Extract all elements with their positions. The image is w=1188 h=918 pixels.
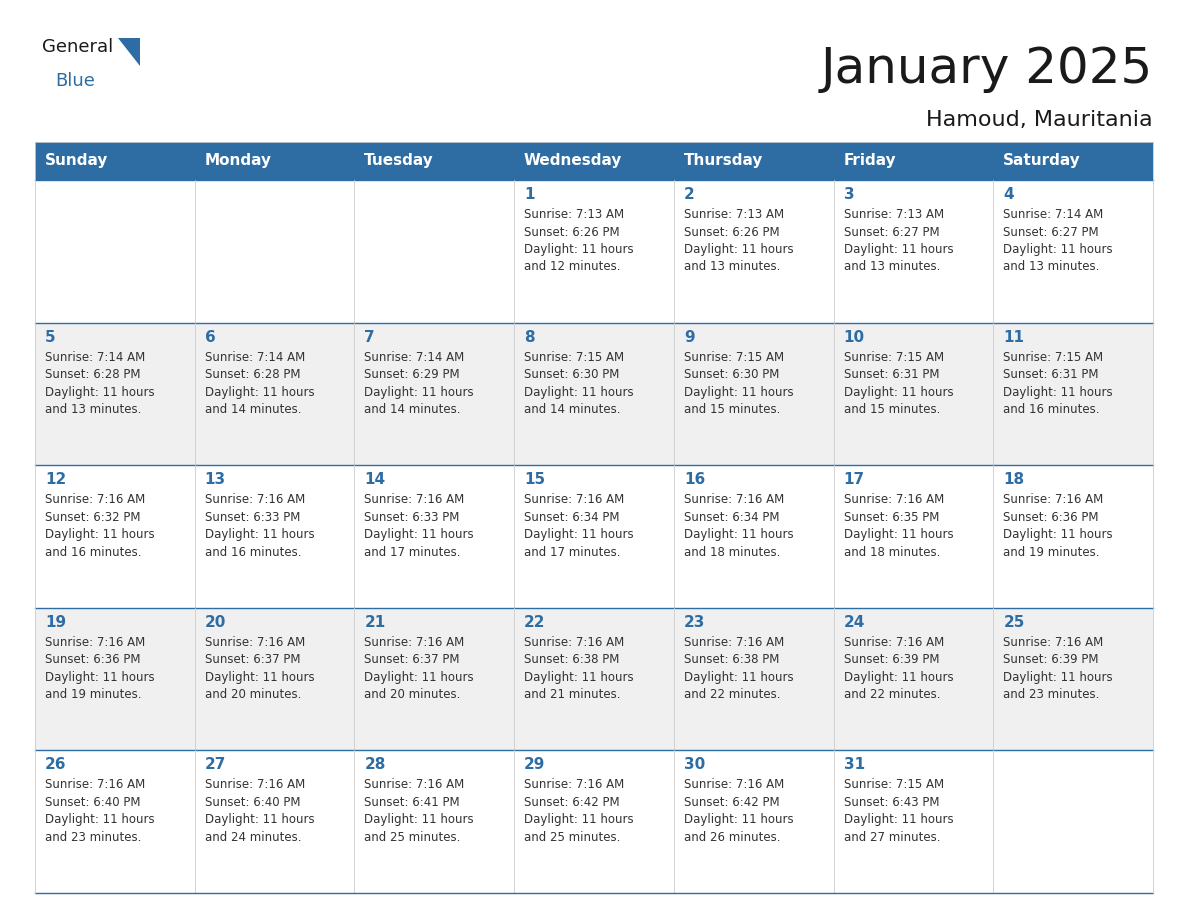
Text: Sunrise: 7:14 AM
Sunset: 6:27 PM
Daylight: 11 hours
and 13 minutes.: Sunrise: 7:14 AM Sunset: 6:27 PM Dayligh… [1004,208,1113,274]
Text: Friday: Friday [843,153,896,169]
Text: Saturday: Saturday [1003,153,1081,169]
Text: 26: 26 [45,757,67,772]
Text: 7: 7 [365,330,375,344]
Text: 11: 11 [1004,330,1024,344]
Text: Sunrise: 7:16 AM
Sunset: 6:41 PM
Daylight: 11 hours
and 25 minutes.: Sunrise: 7:16 AM Sunset: 6:41 PM Dayligh… [365,778,474,844]
Bar [834,142,993,180]
Text: 12: 12 [45,472,67,487]
Text: Sunrise: 7:13 AM
Sunset: 6:26 PM
Daylight: 11 hours
and 13 minutes.: Sunrise: 7:13 AM Sunset: 6:26 PM Dayligh… [684,208,794,274]
Text: 21: 21 [365,615,386,630]
Polygon shape [118,38,140,66]
Text: 18: 18 [1004,472,1024,487]
Text: 31: 31 [843,757,865,772]
Bar [514,142,674,180]
Text: Sunday: Sunday [45,153,108,169]
Text: 2: 2 [684,187,695,202]
Text: 24: 24 [843,615,865,630]
Text: Sunrise: 7:16 AM
Sunset: 6:34 PM
Daylight: 11 hours
and 17 minutes.: Sunrise: 7:16 AM Sunset: 6:34 PM Dayligh… [524,493,633,559]
Text: Sunrise: 7:16 AM
Sunset: 6:42 PM
Daylight: 11 hours
and 25 minutes.: Sunrise: 7:16 AM Sunset: 6:42 PM Dayligh… [524,778,633,844]
Text: Sunrise: 7:16 AM
Sunset: 6:37 PM
Daylight: 11 hours
and 20 minutes.: Sunrise: 7:16 AM Sunset: 6:37 PM Dayligh… [365,636,474,701]
Text: 23: 23 [684,615,706,630]
Text: Sunrise: 7:16 AM
Sunset: 6:36 PM
Daylight: 11 hours
and 19 minutes.: Sunrise: 7:16 AM Sunset: 6:36 PM Dayligh… [1004,493,1113,559]
Text: Sunrise: 7:16 AM
Sunset: 6:39 PM
Daylight: 11 hours
and 22 minutes.: Sunrise: 7:16 AM Sunset: 6:39 PM Dayligh… [843,636,953,701]
Text: 25: 25 [1004,615,1025,630]
Text: Sunrise: 7:16 AM
Sunset: 6:42 PM
Daylight: 11 hours
and 26 minutes.: Sunrise: 7:16 AM Sunset: 6:42 PM Dayligh… [684,778,794,844]
Text: 6: 6 [204,330,215,344]
Bar [34,322,1154,465]
Text: 15: 15 [524,472,545,487]
Text: Sunrise: 7:16 AM
Sunset: 6:35 PM
Daylight: 11 hours
and 18 minutes.: Sunrise: 7:16 AM Sunset: 6:35 PM Dayligh… [843,493,953,559]
Text: Sunrise: 7:15 AM
Sunset: 6:30 PM
Daylight: 11 hours
and 14 minutes.: Sunrise: 7:15 AM Sunset: 6:30 PM Dayligh… [524,351,633,416]
Text: Sunrise: 7:16 AM
Sunset: 6:40 PM
Daylight: 11 hours
and 24 minutes.: Sunrise: 7:16 AM Sunset: 6:40 PM Dayligh… [204,778,315,844]
Text: Sunrise: 7:15 AM
Sunset: 6:31 PM
Daylight: 11 hours
and 16 minutes.: Sunrise: 7:15 AM Sunset: 6:31 PM Dayligh… [1004,351,1113,416]
Bar [34,608,1154,750]
Bar [993,142,1154,180]
Text: 1: 1 [524,187,535,202]
Text: Sunrise: 7:13 AM
Sunset: 6:26 PM
Daylight: 11 hours
and 12 minutes.: Sunrise: 7:13 AM Sunset: 6:26 PM Dayligh… [524,208,633,274]
Text: Sunrise: 7:16 AM
Sunset: 6:33 PM
Daylight: 11 hours
and 17 minutes.: Sunrise: 7:16 AM Sunset: 6:33 PM Dayligh… [365,493,474,559]
Bar [34,180,1154,322]
Text: Sunrise: 7:16 AM
Sunset: 6:37 PM
Daylight: 11 hours
and 20 minutes.: Sunrise: 7:16 AM Sunset: 6:37 PM Dayligh… [204,636,315,701]
Text: 28: 28 [365,757,386,772]
Text: 14: 14 [365,472,386,487]
Text: 5: 5 [45,330,56,344]
Text: Sunrise: 7:16 AM
Sunset: 6:36 PM
Daylight: 11 hours
and 19 minutes.: Sunrise: 7:16 AM Sunset: 6:36 PM Dayligh… [45,636,154,701]
Text: Sunrise: 7:13 AM
Sunset: 6:27 PM
Daylight: 11 hours
and 13 minutes.: Sunrise: 7:13 AM Sunset: 6:27 PM Dayligh… [843,208,953,274]
Text: January 2025: January 2025 [821,45,1154,93]
Bar [34,465,1154,608]
Text: General: General [42,38,113,56]
Text: Sunrise: 7:15 AM
Sunset: 6:30 PM
Daylight: 11 hours
and 15 minutes.: Sunrise: 7:15 AM Sunset: 6:30 PM Dayligh… [684,351,794,416]
Text: 16: 16 [684,472,706,487]
Text: Sunrise: 7:15 AM
Sunset: 6:43 PM
Daylight: 11 hours
and 27 minutes.: Sunrise: 7:15 AM Sunset: 6:43 PM Dayligh… [843,778,953,844]
Text: Sunrise: 7:16 AM
Sunset: 6:39 PM
Daylight: 11 hours
and 23 minutes.: Sunrise: 7:16 AM Sunset: 6:39 PM Dayligh… [1004,636,1113,701]
Text: Sunrise: 7:14 AM
Sunset: 6:28 PM
Daylight: 11 hours
and 14 minutes.: Sunrise: 7:14 AM Sunset: 6:28 PM Dayligh… [204,351,315,416]
Text: Sunrise: 7:14 AM
Sunset: 6:29 PM
Daylight: 11 hours
and 14 minutes.: Sunrise: 7:14 AM Sunset: 6:29 PM Dayligh… [365,351,474,416]
Bar [34,750,1154,893]
Text: Sunrise: 7:16 AM
Sunset: 6:33 PM
Daylight: 11 hours
and 16 minutes.: Sunrise: 7:16 AM Sunset: 6:33 PM Dayligh… [204,493,315,559]
Text: 29: 29 [524,757,545,772]
Text: 22: 22 [524,615,545,630]
Text: 3: 3 [843,187,854,202]
Text: Sunrise: 7:16 AM
Sunset: 6:34 PM
Daylight: 11 hours
and 18 minutes.: Sunrise: 7:16 AM Sunset: 6:34 PM Dayligh… [684,493,794,559]
Text: 9: 9 [684,330,695,344]
Text: 4: 4 [1004,187,1013,202]
Text: Sunrise: 7:16 AM
Sunset: 6:40 PM
Daylight: 11 hours
and 23 minutes.: Sunrise: 7:16 AM Sunset: 6:40 PM Dayligh… [45,778,154,844]
Bar [34,142,195,180]
Bar [354,142,514,180]
Text: Sunrise: 7:16 AM
Sunset: 6:38 PM
Daylight: 11 hours
and 22 minutes.: Sunrise: 7:16 AM Sunset: 6:38 PM Dayligh… [684,636,794,701]
Text: Hamoud, Mauritania: Hamoud, Mauritania [927,110,1154,130]
Text: 8: 8 [524,330,535,344]
Text: 13: 13 [204,472,226,487]
Text: Blue: Blue [55,72,95,90]
Text: 10: 10 [843,330,865,344]
Text: Tuesday: Tuesday [364,153,434,169]
Text: Sunrise: 7:16 AM
Sunset: 6:32 PM
Daylight: 11 hours
and 16 minutes.: Sunrise: 7:16 AM Sunset: 6:32 PM Dayligh… [45,493,154,559]
Text: Thursday: Thursday [683,153,763,169]
Text: 19: 19 [45,615,67,630]
Bar [195,142,354,180]
Text: 27: 27 [204,757,226,772]
Text: 30: 30 [684,757,706,772]
Text: Sunrise: 7:14 AM
Sunset: 6:28 PM
Daylight: 11 hours
and 13 minutes.: Sunrise: 7:14 AM Sunset: 6:28 PM Dayligh… [45,351,154,416]
Text: Sunrise: 7:15 AM
Sunset: 6:31 PM
Daylight: 11 hours
and 15 minutes.: Sunrise: 7:15 AM Sunset: 6:31 PM Dayligh… [843,351,953,416]
Text: Sunrise: 7:16 AM
Sunset: 6:38 PM
Daylight: 11 hours
and 21 minutes.: Sunrise: 7:16 AM Sunset: 6:38 PM Dayligh… [524,636,633,701]
Bar [674,142,834,180]
Text: 20: 20 [204,615,226,630]
Text: Monday: Monday [204,153,271,169]
Text: Wednesday: Wednesday [524,153,623,169]
Text: 17: 17 [843,472,865,487]
